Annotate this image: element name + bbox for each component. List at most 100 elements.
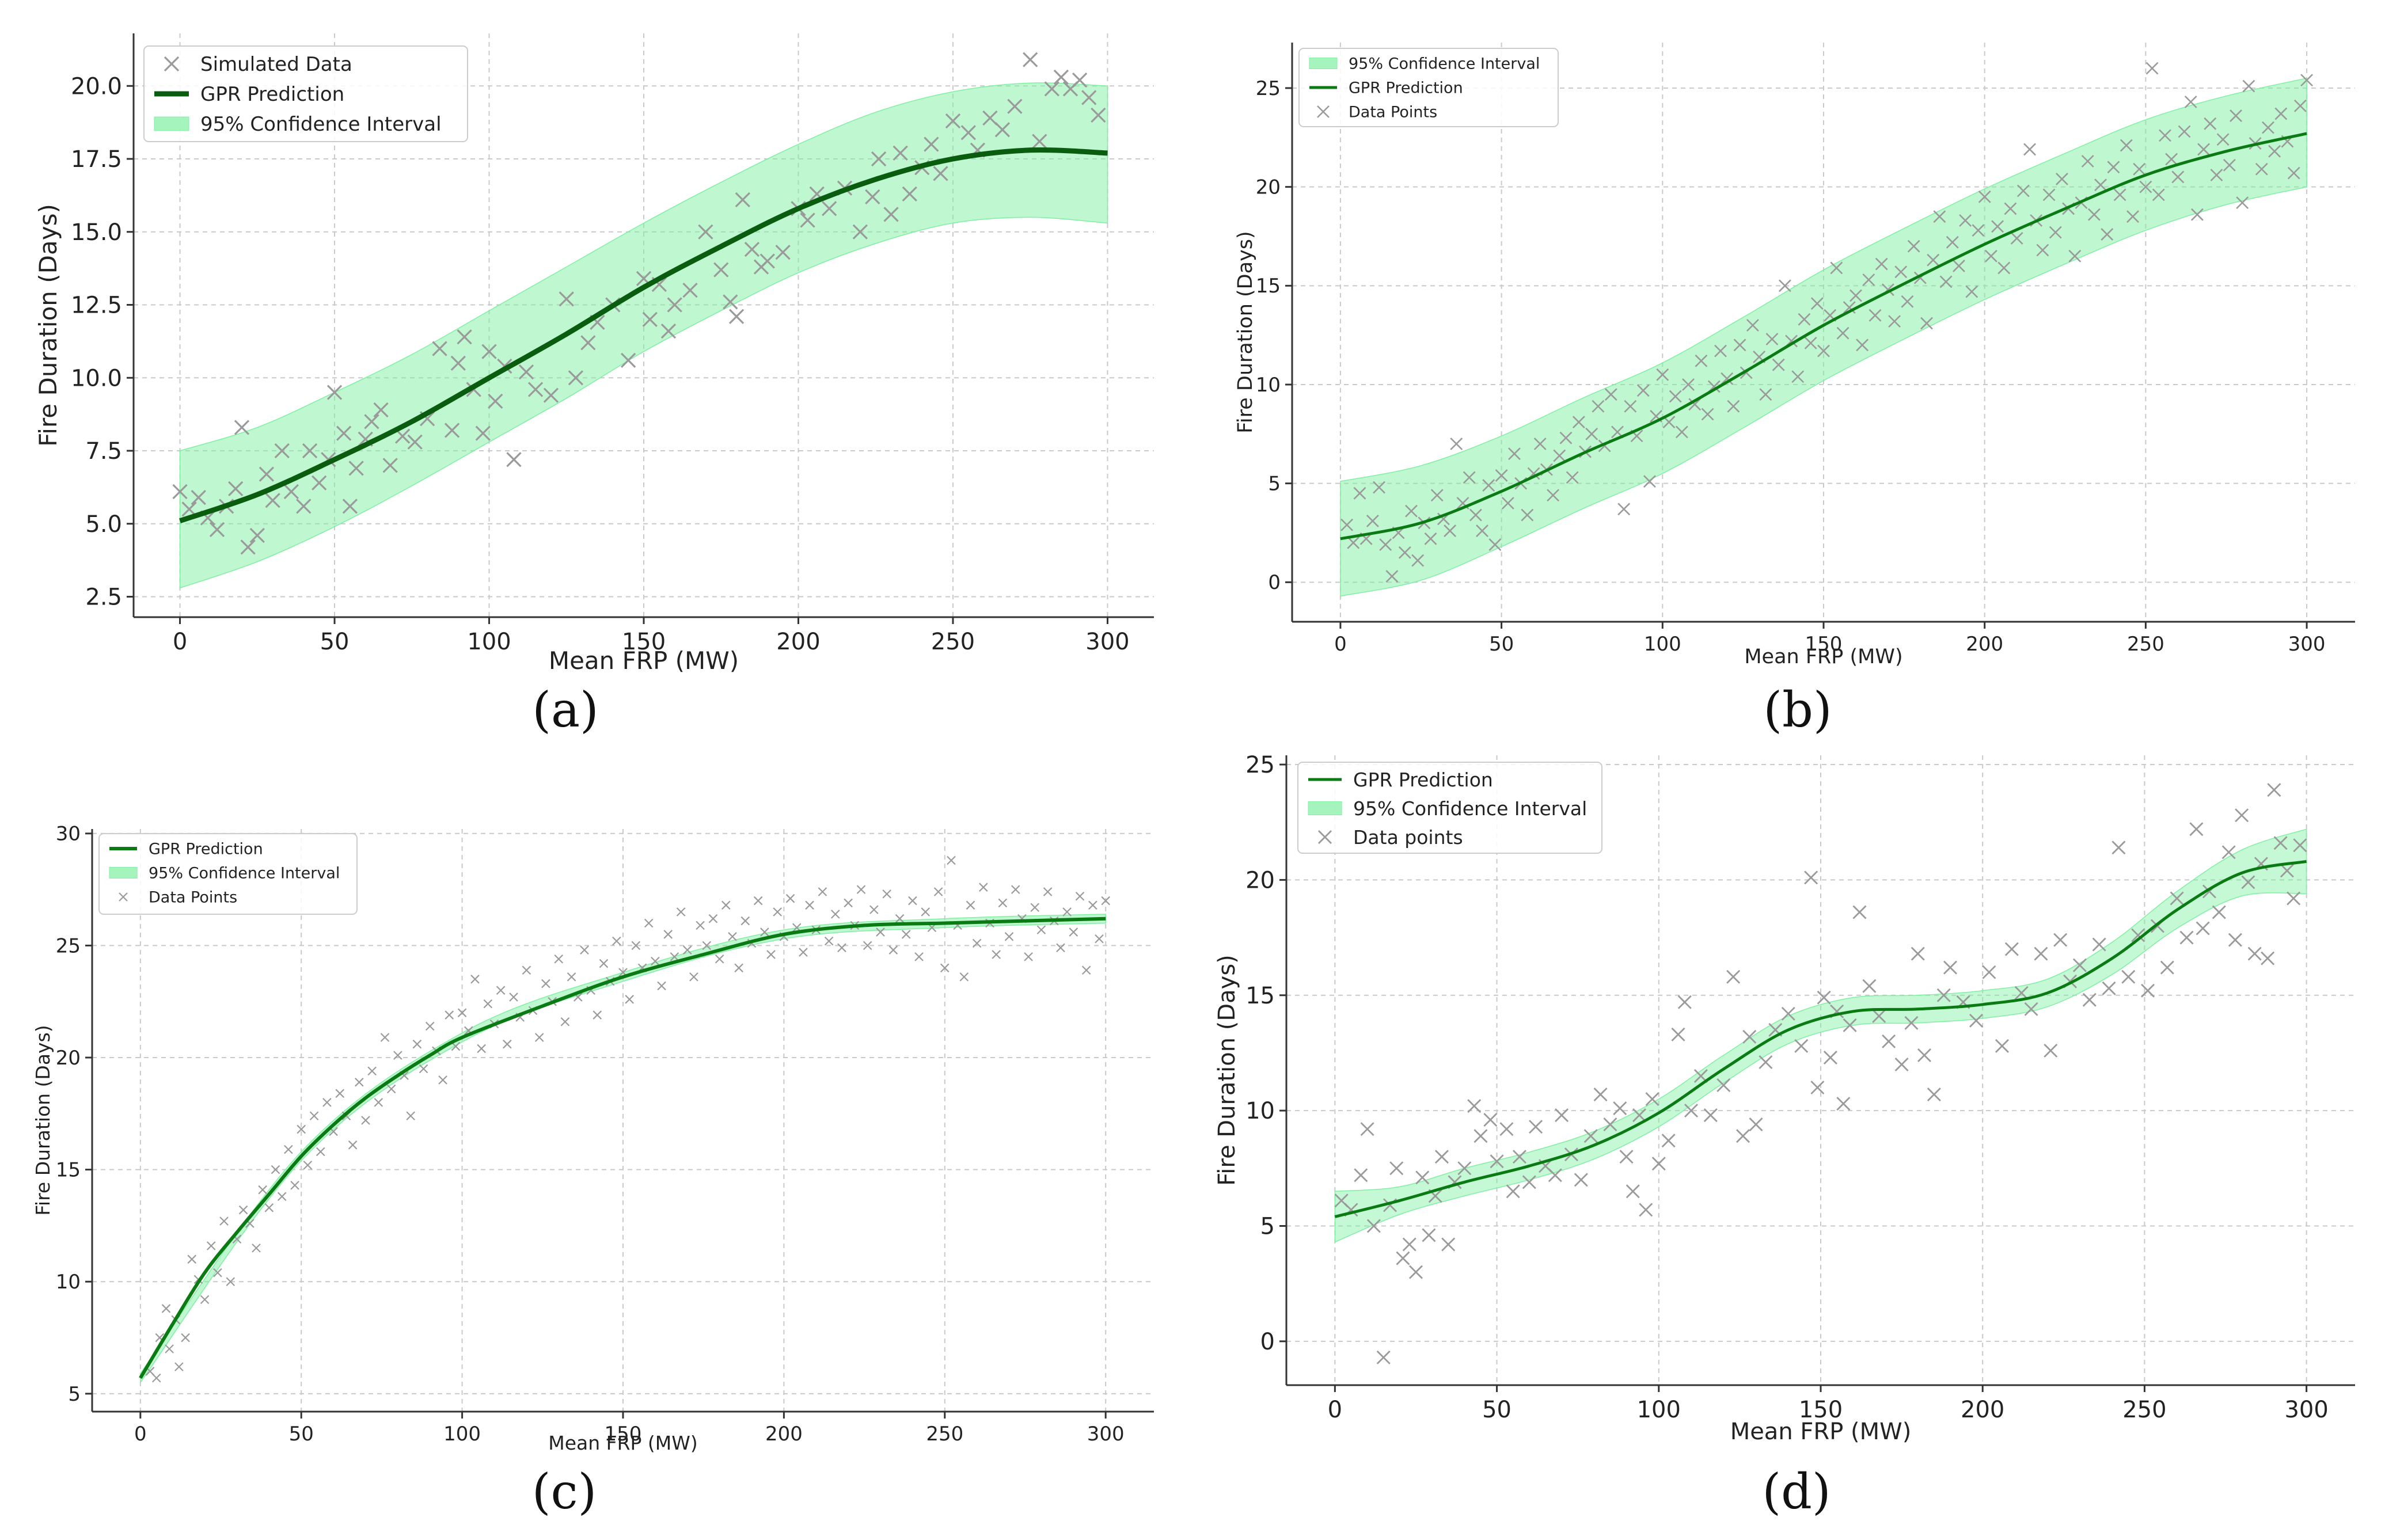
data-point (933, 166, 948, 181)
data-point (908, 896, 917, 906)
marker-stroke (509, 993, 518, 1002)
marker-stroke (1398, 546, 1411, 559)
data-point (483, 999, 493, 1009)
x-tick-label: 250 (931, 629, 975, 655)
marker-stroke (1721, 372, 1734, 385)
marker-stroke (1522, 1175, 1536, 1189)
marker-stroke (2170, 891, 2184, 906)
data-point (1508, 447, 1521, 461)
marker-stroke (302, 443, 318, 459)
data-point (1467, 1099, 1482, 1113)
marker-stroke (559, 291, 574, 307)
marker-stroke (863, 941, 872, 950)
data-point (2102, 981, 2116, 995)
marker-stroke (1585, 427, 1598, 440)
data-point (1856, 339, 1869, 352)
y-tick-label: 15 (56, 1159, 81, 1182)
marker-stroke (228, 481, 244, 497)
data-point (567, 972, 576, 982)
data-point (2189, 822, 2204, 836)
data-point (172, 484, 188, 500)
data-point (2184, 96, 2197, 108)
data-point (773, 907, 782, 917)
marker-stroke (2072, 958, 2087, 972)
x-tick-label: 300 (2288, 633, 2326, 656)
marker-stroke (1473, 1129, 1488, 1143)
data-point (1984, 249, 1997, 263)
data-point (518, 364, 534, 380)
marker-stroke (1056, 943, 1065, 953)
data-point (667, 297, 682, 313)
data-point (541, 979, 550, 988)
marker-stroke (1508, 447, 1521, 461)
data-point (1081, 965, 1091, 975)
data-point (1398, 546, 1411, 559)
legend-item: 95% Confidence Interval (154, 113, 442, 136)
legend-label: GPR Prediction (200, 83, 344, 106)
marker-stroke (1024, 952, 1033, 961)
data-point (2178, 125, 2191, 138)
data-point (2121, 969, 2136, 984)
marker-stroke (238, 1205, 248, 1215)
data-point (174, 1362, 184, 1371)
data-point (2072, 958, 2087, 972)
data-point (2280, 864, 2294, 878)
y-tick-label: 12.5 (71, 292, 122, 319)
marker-stroke (1911, 946, 1925, 961)
legend-item: Data points (1318, 826, 1463, 849)
marker-stroke (882, 889, 891, 899)
data-point (2287, 891, 2301, 906)
legend-item: GPR Prediction (109, 841, 263, 858)
y-tick-label: 5 (1260, 1213, 1275, 1239)
marker-stroke (2053, 933, 2068, 947)
marker-stroke (309, 1111, 319, 1120)
marker-stroke (355, 1078, 364, 1087)
marker-stroke (2101, 228, 2114, 241)
marker-stroke (1457, 1161, 1472, 1176)
marker-stroke (1984, 249, 1997, 263)
marker-stroke (1727, 400, 1740, 413)
data-point (657, 981, 666, 991)
data-point (612, 936, 621, 946)
marker-stroke (1317, 105, 1330, 118)
data-point (871, 151, 887, 167)
data-point (1574, 1173, 1588, 1187)
data-point (297, 1124, 306, 1134)
data-point (2159, 129, 2171, 142)
x-axis-label: Mean FRP (MW) (1730, 1419, 1912, 1445)
marker-stroke (457, 1008, 467, 1017)
marker-stroke (1499, 1122, 1514, 1136)
marker-stroke (580, 945, 589, 955)
marker-stroke (1548, 1168, 1562, 1182)
data-point (698, 224, 713, 239)
data-point (660, 324, 677, 339)
data-point (187, 1254, 197, 1264)
marker-stroke (2010, 231, 2023, 245)
x-ticks: 0 50 100 150 200 250 300 (1334, 622, 2326, 656)
marker-stroke (2204, 117, 2217, 130)
marker-stroke (1340, 518, 1354, 531)
marker-stroke (1613, 1101, 1627, 1116)
data-point (2092, 937, 2106, 952)
data-points (1334, 783, 2307, 1364)
data-point (438, 1075, 447, 1085)
x-tick-label: 100 (1637, 1397, 1681, 1423)
data-point (1727, 400, 1740, 413)
data-point (670, 952, 679, 961)
data-point (1011, 885, 1020, 894)
data-point (364, 414, 379, 429)
marker-stroke (1733, 339, 1746, 352)
data-point (200, 1295, 210, 1305)
prediction-line (1340, 132, 2307, 541)
marker-stroke (174, 1362, 184, 1371)
marker-stroke (792, 923, 802, 933)
marker-stroke (274, 443, 290, 459)
data-point (336, 425, 352, 441)
marker-stroke (2042, 188, 2056, 201)
marker-stroke (728, 932, 737, 941)
marker-stroke (518, 364, 534, 380)
marker-stroke (155, 1333, 165, 1343)
data-point (831, 910, 840, 919)
data-point (753, 896, 763, 906)
data-point (1997, 261, 2011, 275)
